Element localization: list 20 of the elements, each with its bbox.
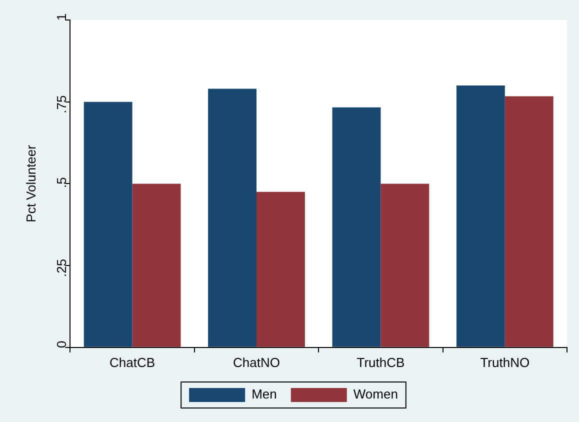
y-tick-label: 1 [54, 13, 69, 21]
legend-label: Women [353, 386, 398, 402]
bar [504, 96, 554, 347]
bar [380, 184, 430, 347]
x-tick-label: TruthNO [480, 354, 530, 370]
y-tick-label: .75 [54, 95, 69, 114]
y-tick-label: 0 [54, 340, 69, 348]
bar [84, 102, 132, 347]
bar [256, 192, 305, 347]
legend-label: Men [252, 386, 277, 402]
bar [132, 184, 181, 347]
x-tick-label: TruthCB [356, 354, 405, 370]
bar [456, 85, 505, 347]
y-tick-label: .5 [54, 177, 69, 188]
x-tick-label: ChatNO [233, 354, 280, 370]
x-tick-label: ChatCB [110, 354, 156, 370]
bar [332, 107, 381, 347]
y-tick-label: .25 [54, 258, 69, 278]
y-axis-title: Pct Volunteer [23, 144, 38, 222]
bar [208, 88, 256, 347]
